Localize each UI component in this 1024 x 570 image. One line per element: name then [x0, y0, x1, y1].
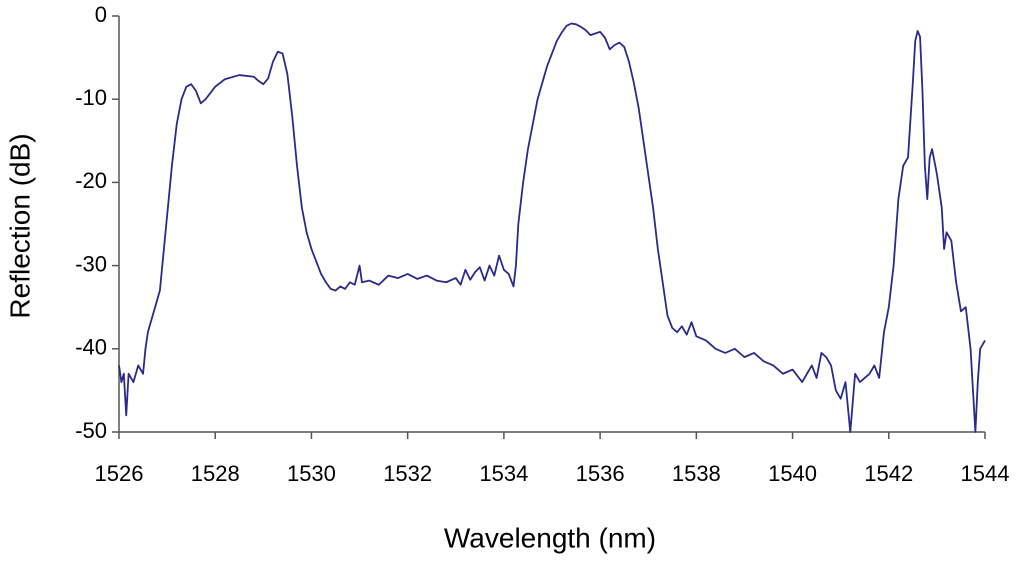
data-line — [118, 22, 986, 433]
x-tick-label: 1536 — [576, 461, 625, 486]
y-tick-label: -10 — [75, 85, 107, 110]
x-tick-label: 1538 — [672, 461, 721, 486]
y-tick-label: -50 — [75, 418, 107, 443]
x-tick-label: 1540 — [768, 461, 817, 486]
x-tick-label: 1544 — [961, 461, 1010, 486]
x-tick-label: 1528 — [191, 461, 240, 486]
x-tick-label: 1532 — [383, 461, 432, 486]
x-axis-title: Wavelength (nm) — [444, 522, 656, 553]
y-tick-label: -40 — [75, 335, 107, 360]
y-tick-label: 0 — [95, 2, 107, 27]
x-tick-label: 1530 — [287, 461, 336, 486]
y-tick-label: -30 — [75, 251, 107, 276]
x-tick-label: 1534 — [479, 461, 528, 486]
x-tick-label: 1526 — [95, 461, 144, 486]
y-tick-label: -20 — [75, 168, 107, 193]
x-tick-label: 1542 — [864, 461, 913, 486]
y-axis-title: Reflection (dB) — [4, 133, 35, 318]
